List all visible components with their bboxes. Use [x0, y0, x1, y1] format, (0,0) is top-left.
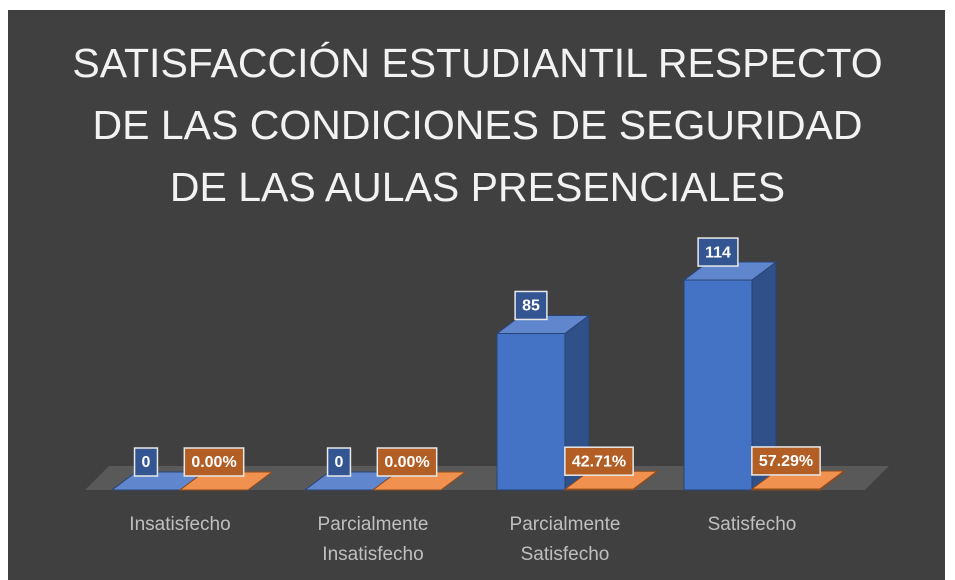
data-label: 0.00% — [384, 454, 429, 471]
data-label: 0 — [335, 454, 344, 471]
data-label-box — [326, 447, 352, 477]
bar — [495, 314, 591, 491]
data-label-box — [697, 237, 739, 267]
data-label: 0.00% — [191, 454, 236, 471]
x-tick-label: Parcialmente Insatisfecho — [317, 514, 429, 565]
data-label-box — [514, 290, 548, 321]
bar-face — [683, 279, 753, 491]
x-tick-label: Parcialmente Satisfecho — [509, 514, 621, 565]
data-label-box — [564, 446, 634, 476]
data-label: 57.29% — [759, 453, 813, 470]
data-label-box — [751, 446, 821, 476]
chart-title: SATISFACCIÓN ESTUDIANTIL RESPECTO DE LAS… — [72, 40, 883, 210]
bar-face — [496, 332, 566, 491]
data-label: 85 — [522, 298, 540, 315]
x-tick-label: Satisfecho — [707, 514, 797, 535]
data-label-box — [183, 447, 245, 477]
data-label: 0 — [142, 454, 151, 471]
data-label-box — [133, 447, 159, 477]
bar-face — [564, 488, 634, 491]
bar — [682, 261, 778, 491]
bar-face — [751, 488, 821, 491]
x-tick-label: Insatisfecho — [129, 514, 231, 535]
data-label-box — [376, 447, 438, 477]
data-label: 42.71% — [572, 453, 626, 470]
data-label: 114 — [705, 244, 731, 261]
